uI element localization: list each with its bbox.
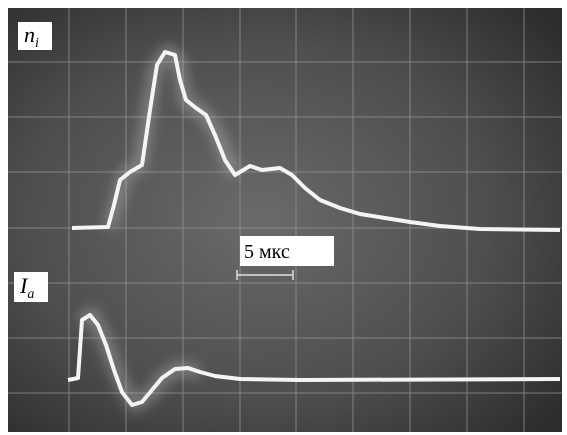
subscript: a xyxy=(27,287,34,302)
page: ni Ia 5 мкс (() => { const data = JSON.p… xyxy=(0,0,567,435)
oscillogram: ni Ia 5 мкс xyxy=(0,0,567,435)
screen xyxy=(8,8,562,432)
scale-label: 5 мкс xyxy=(244,241,290,263)
subscript: i xyxy=(35,36,39,51)
symbol: n xyxy=(24,22,35,47)
